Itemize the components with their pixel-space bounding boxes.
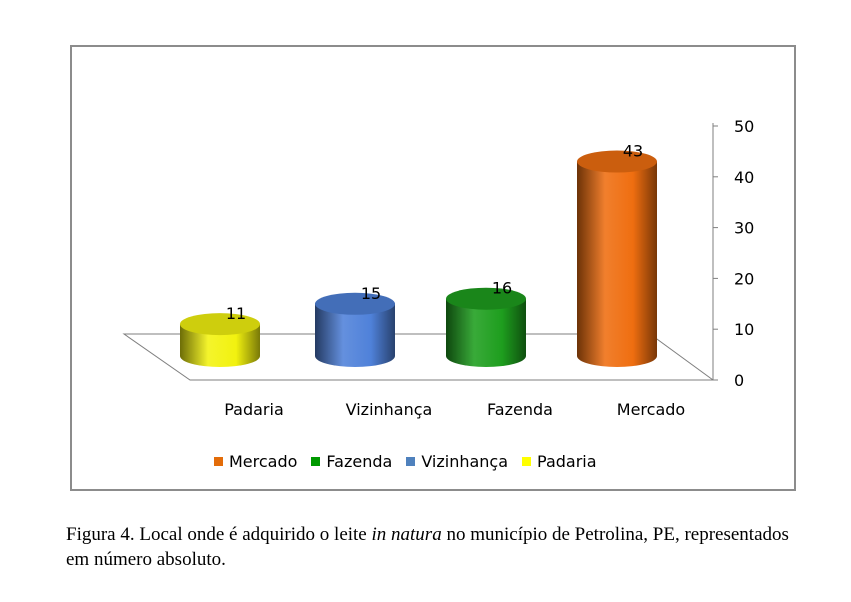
bar-top xyxy=(180,313,260,336)
legend-label-fazenda: Fazenda xyxy=(326,452,393,471)
legend-label-padaria: Padaria xyxy=(537,452,597,471)
legend-item-padaria: Padaria xyxy=(522,452,597,471)
bar-body xyxy=(315,303,395,367)
legend-label-mercado: Mercado xyxy=(229,452,298,471)
x-tick-label: Padaria xyxy=(224,400,284,419)
legend-item-vizinhanca: Vizinhança xyxy=(406,452,508,471)
figure-caption: Figura 4. Local onde é adquirido o leite… xyxy=(66,522,806,572)
bar-vizinhança xyxy=(315,292,395,367)
bar-fazenda xyxy=(446,287,526,367)
caption-italic: in natura xyxy=(371,524,442,545)
legend-swatch-mercado xyxy=(214,457,223,466)
y-tick-label: 20 xyxy=(734,269,754,288)
chart-legend: Mercado Fazenda Vizinhança Padaria xyxy=(214,452,611,471)
data-label: 16 xyxy=(492,279,512,298)
data-label: 11 xyxy=(226,304,246,323)
legend-item-fazenda: Fazenda xyxy=(311,452,392,471)
y-tick-label: 40 xyxy=(734,168,754,187)
y-tick-label: 10 xyxy=(734,320,754,339)
x-tick-label: Mercado xyxy=(617,400,685,419)
legend-label-vizinhanca: Vizinhança xyxy=(421,452,509,471)
caption-prefix: Figura 4. Local onde é adquirido o leite xyxy=(66,524,372,545)
x-tick-label: Vizinhança xyxy=(346,400,433,419)
y-tick-label: 50 xyxy=(734,117,754,136)
y-tick-label: 0 xyxy=(734,371,744,390)
bar-body xyxy=(577,161,657,367)
legend-swatch-padaria xyxy=(522,457,532,466)
chart-plot: 0 10 20 30 40 50 11 Padaria 15 Vizinhança 16 Fazen… xyxy=(122,117,754,419)
legend-swatch-vizinhanca xyxy=(406,457,416,466)
data-label: 43 xyxy=(623,142,643,161)
bar-mercado xyxy=(577,150,657,367)
legend-swatch-fazenda xyxy=(311,457,321,466)
legend-item-mercado: Mercado xyxy=(214,452,297,471)
bar-top xyxy=(315,292,395,315)
y-tick-label: 30 xyxy=(734,219,754,238)
bar-top xyxy=(577,150,657,173)
bar-padaria xyxy=(180,313,260,367)
caption-suffix: no município de Petrolina, PE, represent… xyxy=(66,524,789,570)
chart-frame: 0 10 20 30 40 50 11 Padaria 15 Vizinhança 16 Fazen… xyxy=(70,45,796,491)
bar-body xyxy=(180,324,260,367)
x-tick-label: Fazenda xyxy=(487,400,553,419)
data-label: 15 xyxy=(361,284,381,303)
bar-top xyxy=(446,287,526,310)
bar-body xyxy=(446,298,526,367)
